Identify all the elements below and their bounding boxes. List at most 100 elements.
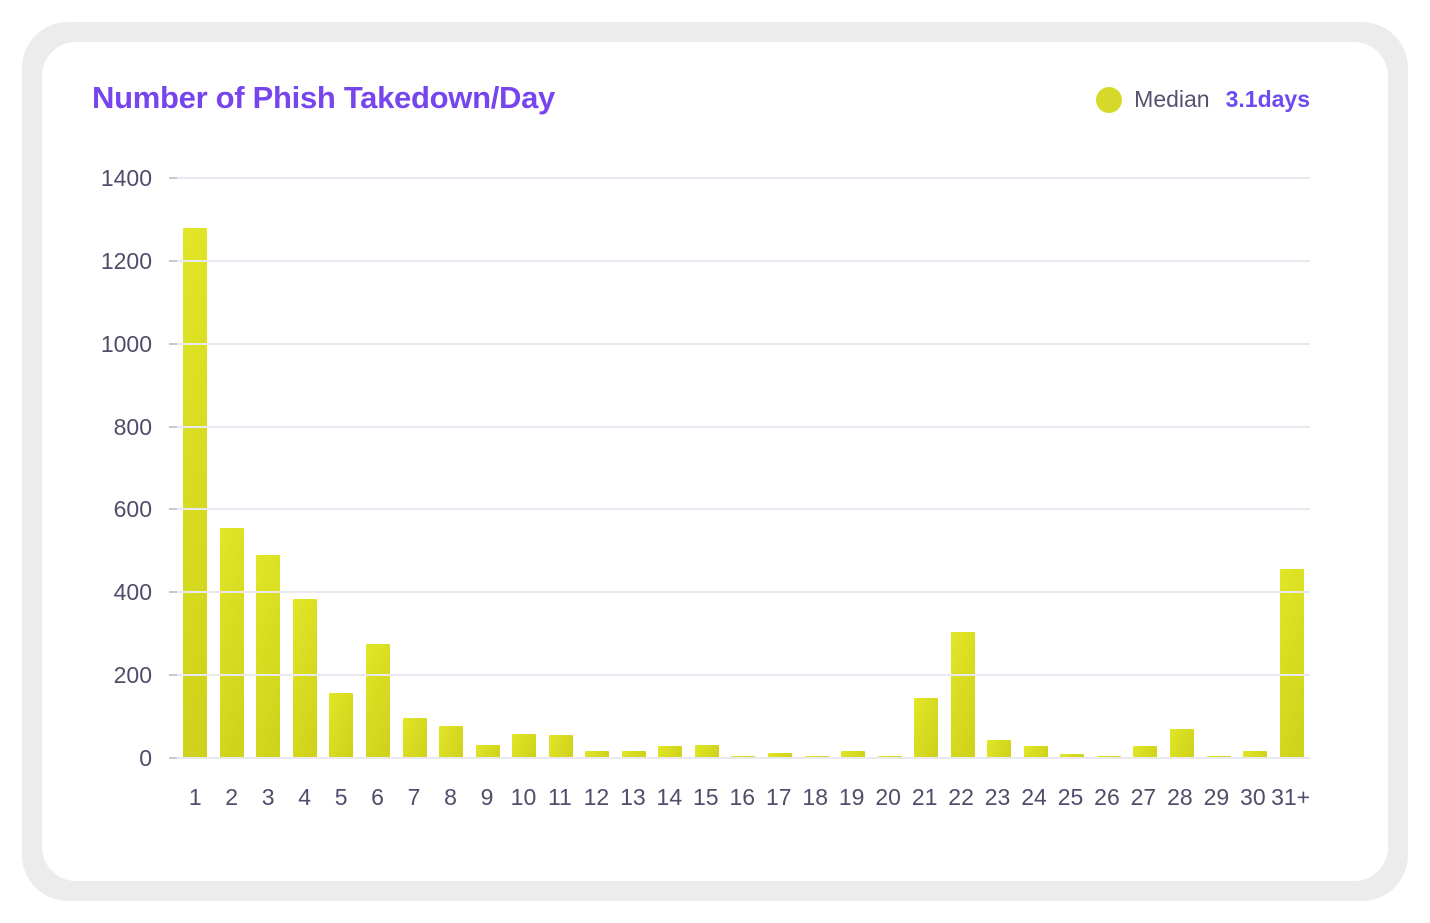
x-axis-label: 14: [656, 784, 683, 810]
plot-area: [169, 177, 1310, 759]
median-legend-dot-icon: [1096, 86, 1123, 113]
bar-slot: [944, 178, 981, 758]
gridline: [177, 757, 1310, 759]
bar-slot: [506, 178, 543, 758]
bar: [219, 528, 244, 758]
bar: [1170, 729, 1195, 758]
bar: [292, 599, 317, 758]
gridline: [177, 259, 1310, 262]
bar: [402, 718, 427, 758]
x-axis-label: 17: [765, 784, 792, 810]
gridline: [177, 674, 1310, 677]
x-axis-label: 15: [693, 784, 719, 810]
bar-slot: [214, 178, 251, 758]
gridline: [177, 342, 1310, 345]
x-axis-label: 25: [1057, 784, 1084, 810]
bar: [768, 753, 793, 758]
bar: [987, 740, 1012, 758]
gridline: [177, 425, 1310, 428]
gridline: [177, 508, 1310, 511]
bar-slot: [542, 178, 579, 758]
x-axis-label: 26: [1094, 784, 1120, 810]
gridline: [177, 177, 1310, 179]
y-axis-label: 0: [139, 745, 152, 771]
bar-slot: [360, 178, 397, 758]
x-axis-label: 20: [875, 784, 901, 810]
x-axis-label: 27: [1130, 784, 1157, 810]
bar-slot: [762, 178, 799, 758]
legend: Median 3.1days: [1096, 86, 1310, 113]
x-axis-label: 4: [298, 784, 312, 810]
bar-slot: [725, 178, 762, 758]
x-axis-label: 30: [1240, 784, 1266, 810]
chart-card: Number of Phish Takedown/Day Median 3.1d…: [42, 42, 1388, 881]
bar: [658, 746, 683, 758]
bar-slot: [433, 178, 470, 758]
x-axis-label: 23: [984, 784, 1011, 810]
x-axis-label: 7: [407, 784, 421, 810]
bar-slot: [1273, 178, 1310, 758]
bar-slot: [1200, 178, 1237, 758]
y-axis-label: 400: [113, 579, 152, 606]
x-axis-label: 9: [480, 784, 494, 810]
bar: [183, 228, 208, 758]
bar-slot: [1127, 178, 1164, 758]
bar-slot: [287, 178, 324, 758]
y-axis-tick: [169, 259, 177, 262]
bar-slot: [469, 178, 506, 758]
y-axis-tick: [169, 508, 177, 511]
bar-slot: [1054, 178, 1091, 758]
bar-slot: [396, 178, 433, 758]
y-axis-tick: [169, 425, 177, 428]
bar: [548, 735, 573, 758]
y-axis-label: 1400: [100, 165, 152, 191]
bar: [475, 745, 500, 758]
x-axis-label: 2: [225, 784, 239, 810]
gridline: [177, 591, 1310, 594]
x-axis-label: 3: [261, 784, 275, 810]
bar: [841, 751, 866, 758]
bar-slot: [1018, 178, 1055, 758]
x-axis-label: 1: [188, 784, 202, 810]
y-axis-tick: [169, 591, 177, 594]
chart-title: Number of Phish Takedown/Day: [92, 80, 555, 115]
bar-slot: [981, 178, 1018, 758]
y-axis-label: 1000: [100, 330, 152, 357]
bar: [1060, 754, 1085, 758]
x-axis-label: 16: [729, 784, 756, 810]
bar: [914, 698, 939, 758]
bar: [329, 693, 354, 758]
y-axis-tick: [169, 757, 177, 759]
bar-slot: [1164, 178, 1201, 758]
x-axis-label: 21: [911, 784, 938, 810]
x-axis-label: 5: [334, 784, 348, 810]
x-axis-label: 13: [620, 784, 646, 810]
legend-median-value: 3.1days: [1225, 86, 1310, 112]
bar: [1133, 746, 1158, 758]
bar: [512, 734, 537, 758]
y-axis-label: 200: [113, 662, 152, 689]
bar: [950, 632, 975, 758]
bar-slot: [1237, 178, 1274, 758]
bar-slot: [835, 178, 872, 758]
bar-slot: [323, 178, 360, 758]
x-axis-label: 24: [1021, 784, 1047, 810]
bar-slot: [250, 178, 287, 758]
bar: [1023, 746, 1048, 758]
bar-slot: [689, 178, 726, 758]
x-axis-label: 10: [510, 784, 537, 810]
bar: [256, 555, 281, 758]
x-axis-label: 6: [371, 784, 384, 810]
bar-slot: [652, 178, 689, 758]
y-axis-label: 600: [113, 496, 152, 523]
bar-slot: [579, 178, 616, 758]
x-axis-label: 22: [948, 784, 974, 810]
bar: [694, 745, 719, 758]
y-axis-label: 1200: [100, 247, 152, 274]
bar: [366, 644, 390, 758]
x-axis-label: 28: [1167, 784, 1193, 810]
bar: [1279, 569, 1304, 758]
y-axis-tick: [169, 342, 177, 345]
x-axis: 1 2 3 4 5 6 7 8 9 10 11 12 13 14 15 16 17 18 19 20 21 22 23 24 2…: [177, 784, 1310, 811]
